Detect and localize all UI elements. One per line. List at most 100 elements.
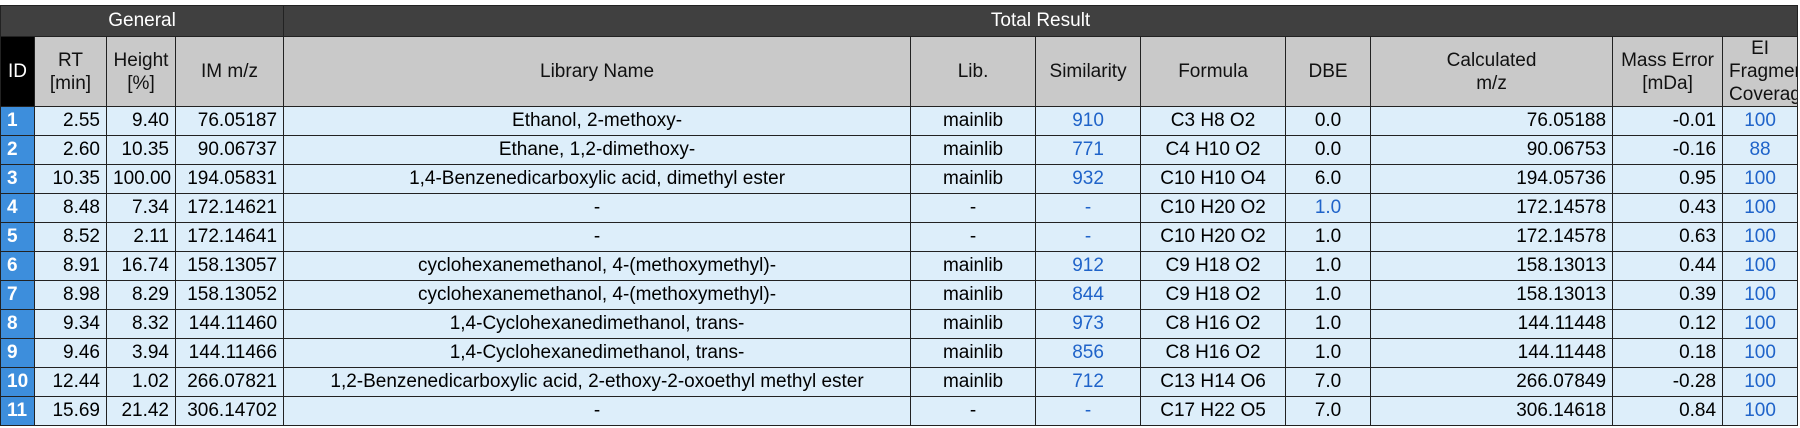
cell-id[interactable]: 10 — [0, 367, 35, 397]
cell-similarity[interactable]: 973 — [1035, 309, 1142, 339]
results-body: 1 2.55 9.40 76.05187 Ethanol, 2-methoxy-main… — [0, 106, 1799, 426]
cell-id[interactable]: 11 — [0, 396, 35, 426]
cell-similarity[interactable]: 844 — [1035, 280, 1142, 310]
table-row[interactable]: 7 8.98 8.29 158.13052 cyclohexanemethanol, 4… — [0, 280, 1799, 310]
cell-dbe: 1.0 — [1285, 193, 1372, 223]
cell-rt: 15.69 — [34, 396, 107, 426]
cell-id[interactable]: 6 — [0, 251, 35, 281]
cell-id[interactable]: 8 — [0, 309, 35, 339]
cell-ei-coverage[interactable]: 100 — [1722, 338, 1799, 368]
cell-rt: 2.60 — [34, 135, 107, 165]
cell-id[interactable]: 1 — [0, 106, 35, 136]
cell-calculated-mz: 158.13013 — [1370, 251, 1614, 281]
cell-dbe: 1.0 — [1285, 309, 1372, 339]
cell-calculated-mz: 90.06753 — [1370, 135, 1614, 165]
cell-lib: mainlib — [910, 164, 1037, 194]
col-similarity[interactable]: Similarity — [1035, 36, 1142, 107]
col-mass-error[interactable]: Mass Error [mDa] — [1612, 36, 1724, 107]
cell-similarity[interactable]: 856 — [1035, 338, 1142, 368]
cell-id[interactable]: 9 — [0, 338, 35, 368]
group-general: General — [0, 5, 285, 37]
cell-dbe: 7.0 — [1285, 396, 1372, 426]
cell-id[interactable]: 4 — [0, 193, 35, 223]
col-height[interactable]: Height [%] — [106, 36, 176, 107]
cell-library-name: 1,4-Benzenedicarboxylic acid, dimethyl e… — [283, 164, 912, 194]
cell-ei-coverage[interactable]: 88 — [1722, 135, 1799, 165]
cell-lib: mainlib — [910, 106, 1037, 136]
table-row[interactable]: 8 9.34 8.32 144.11460 1,4-Cyclohexanedimetha… — [0, 309, 1799, 339]
cell-library-name: Ethane, 1,2-dimethoxy- — [283, 135, 912, 165]
col-library-name[interactable]: Library Name — [283, 36, 912, 107]
cell-library-name: 1,4-Cyclohexanedimethanol, trans- — [283, 309, 912, 339]
cell-height: 21.42 — [106, 396, 176, 426]
cell-lib: - — [910, 193, 1037, 223]
col-ei-fragment-coverage[interactable]: EI FragmentCoverage — [1722, 36, 1799, 107]
cell-similarity[interactable]: - — [1035, 222, 1142, 252]
cell-mass-error: 0.95 — [1612, 164, 1724, 194]
group-total-result: Total Result — [283, 5, 1799, 37]
cell-ei-coverage[interactable]: 100 — [1722, 309, 1799, 339]
cell-calculated-mz: 306.14618 — [1370, 396, 1614, 426]
cell-ei-coverage[interactable]: 100 — [1722, 193, 1799, 223]
cell-lib: mainlib — [910, 135, 1037, 165]
cell-mass-error: 0.12 — [1612, 309, 1724, 339]
cell-formula: C8 H16 O2 — [1140, 309, 1287, 339]
cell-similarity[interactable]: 932 — [1035, 164, 1142, 194]
cell-library-name: cyclohexanemethanol, 4-(methoxymethyl)- — [283, 280, 912, 310]
cell-ei-coverage[interactable]: 100 — [1722, 106, 1799, 136]
cell-mass-error: 0.39 — [1612, 280, 1724, 310]
table-row[interactable]: 10 12.44 1.02 266.07821 1,2-Benzenedicarboxy… — [0, 367, 1799, 397]
cell-ei-coverage[interactable]: 100 — [1722, 222, 1799, 252]
table-row[interactable]: 2 2.60 10.35 90.06737 Ethane, 1,2-dimethoxy-… — [0, 135, 1799, 165]
cell-formula: C13 H14 O6 — [1140, 367, 1287, 397]
table-row[interactable]: 3 10.35 100.00 194.05831 1,4-Benzenedicarbox… — [0, 164, 1799, 194]
cell-im-mz: 172.14621 — [174, 193, 285, 223]
cell-formula: C9 H18 O2 — [1140, 280, 1287, 310]
cell-ei-coverage[interactable]: 100 — [1722, 396, 1799, 426]
table-row[interactable]: 4 8.48 7.34 172.14621- - - C10 H20 O2 1.0 172.14… — [0, 193, 1799, 223]
col-rt[interactable]: RT [min] — [34, 36, 107, 107]
col-calculated-mz[interactable]: Calculated m/z — [1370, 36, 1614, 107]
cell-similarity[interactable]: 910 — [1035, 106, 1142, 136]
cell-ei-coverage[interactable]: 100 — [1722, 164, 1799, 194]
cell-similarity[interactable]: - — [1035, 396, 1142, 426]
table-row[interactable]: 5 8.52 2.11 172.14641- - - C10 H20 O2 1.0 172.14… — [0, 222, 1799, 252]
cell-height: 9.40 — [106, 106, 176, 136]
cell-ei-coverage[interactable]: 100 — [1722, 251, 1799, 281]
cell-similarity[interactable]: 712 — [1035, 367, 1142, 397]
cell-similarity[interactable]: - — [1035, 193, 1142, 223]
col-dbe[interactable]: DBE — [1285, 36, 1372, 107]
cell-calculated-mz: 144.11448 — [1370, 338, 1614, 368]
cell-library-name: - — [283, 222, 912, 252]
col-lib[interactable]: Lib. — [910, 36, 1037, 107]
cell-library-name: Ethanol, 2-methoxy- — [283, 106, 912, 136]
cell-formula: C8 H16 O2 — [1140, 338, 1287, 368]
table-row[interactable]: 9 9.46 3.94 144.11466 1,4-Cyclohexanedimetha… — [0, 338, 1799, 368]
cell-rt: 8.48 — [34, 193, 107, 223]
cell-ei-coverage[interactable]: 100 — [1722, 367, 1799, 397]
cell-im-mz: 158.13057 — [174, 251, 285, 281]
col-id[interactable]: ID — [0, 36, 35, 107]
cell-id[interactable]: 2 — [0, 135, 35, 165]
cell-similarity[interactable]: 771 — [1035, 135, 1142, 165]
table-row[interactable]: 6 8.91 16.74 158.13057 cyclohexanemethanol, … — [0, 251, 1799, 281]
cell-height: 100.00 — [106, 164, 176, 194]
cell-im-mz: 194.05831 — [174, 164, 285, 194]
table-row[interactable]: 11 15.69 21.42 306.14702- - - C17 H22 O5 7.0 306… — [0, 396, 1799, 426]
cell-id[interactable]: 5 — [0, 222, 35, 252]
col-formula[interactable]: Formula — [1140, 36, 1287, 107]
cell-similarity[interactable]: 912 — [1035, 251, 1142, 281]
cell-im-mz: 172.14641 — [174, 222, 285, 252]
col-im-mz[interactable]: IM m/z — [174, 36, 285, 107]
cell-calculated-mz: 158.13013 — [1370, 280, 1614, 310]
cell-height: 8.32 — [106, 309, 176, 339]
cell-ei-coverage[interactable]: 100 — [1722, 280, 1799, 310]
cell-mass-error: -0.01 — [1612, 106, 1724, 136]
cell-rt: 2.55 — [34, 106, 107, 136]
cell-mass-error: 0.63 — [1612, 222, 1724, 252]
cell-id[interactable]: 7 — [0, 280, 35, 310]
table-row[interactable]: 1 2.55 9.40 76.05187 Ethanol, 2-methoxy-main… — [0, 106, 1799, 136]
cell-id[interactable]: 3 — [0, 164, 35, 194]
cell-rt: 8.91 — [34, 251, 107, 281]
cell-height: 8.29 — [106, 280, 176, 310]
